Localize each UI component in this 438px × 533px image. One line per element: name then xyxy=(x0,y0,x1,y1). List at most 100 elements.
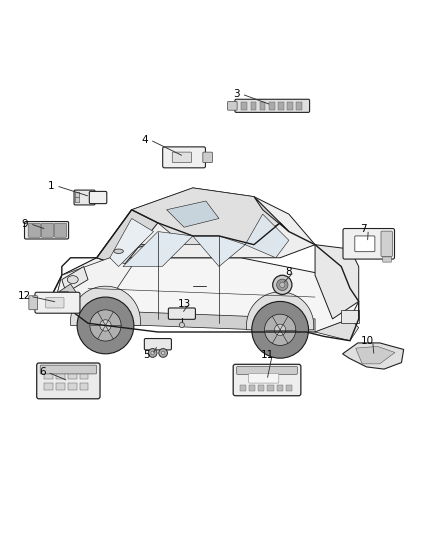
FancyBboxPatch shape xyxy=(383,257,392,262)
Bar xyxy=(251,102,256,110)
Text: 1: 1 xyxy=(48,181,54,191)
Circle shape xyxy=(252,302,308,358)
Text: 9: 9 xyxy=(21,219,28,229)
Circle shape xyxy=(159,349,167,357)
Bar xyxy=(286,385,292,391)
FancyBboxPatch shape xyxy=(29,296,38,310)
Polygon shape xyxy=(247,292,314,330)
Polygon shape xyxy=(110,219,153,266)
Bar xyxy=(278,102,284,110)
Circle shape xyxy=(265,314,296,345)
Text: 8: 8 xyxy=(286,266,292,277)
Circle shape xyxy=(161,351,165,354)
Polygon shape xyxy=(245,214,289,258)
Bar xyxy=(56,383,65,391)
Bar xyxy=(44,383,53,391)
Bar xyxy=(260,102,265,110)
FancyBboxPatch shape xyxy=(381,231,392,256)
Polygon shape xyxy=(166,201,219,227)
Bar xyxy=(268,385,274,391)
Bar xyxy=(258,385,265,391)
Text: 3: 3 xyxy=(233,89,240,99)
Polygon shape xyxy=(343,343,404,369)
Text: 7: 7 xyxy=(360,224,367,235)
FancyBboxPatch shape xyxy=(355,236,375,252)
Polygon shape xyxy=(53,258,359,332)
Polygon shape xyxy=(57,275,88,310)
FancyBboxPatch shape xyxy=(227,101,237,110)
FancyBboxPatch shape xyxy=(74,190,95,205)
Text: 11: 11 xyxy=(261,350,274,360)
Circle shape xyxy=(273,275,292,294)
Text: 12: 12 xyxy=(18,291,32,301)
Polygon shape xyxy=(123,231,193,266)
Polygon shape xyxy=(57,284,79,306)
Text: 4: 4 xyxy=(141,135,148,145)
Bar xyxy=(249,385,255,391)
Bar xyxy=(44,372,53,379)
FancyBboxPatch shape xyxy=(237,367,297,374)
Bar xyxy=(277,385,283,391)
FancyBboxPatch shape xyxy=(145,338,171,350)
Circle shape xyxy=(77,297,134,354)
Bar xyxy=(287,102,293,110)
FancyBboxPatch shape xyxy=(203,152,212,163)
Bar xyxy=(68,372,77,379)
FancyBboxPatch shape xyxy=(28,223,40,237)
Bar xyxy=(80,372,88,379)
FancyBboxPatch shape xyxy=(162,147,205,168)
Polygon shape xyxy=(88,310,315,332)
Bar xyxy=(80,383,88,391)
Circle shape xyxy=(148,349,157,357)
FancyBboxPatch shape xyxy=(343,229,395,259)
Polygon shape xyxy=(62,266,88,293)
Circle shape xyxy=(280,282,285,287)
FancyBboxPatch shape xyxy=(35,292,80,313)
Polygon shape xyxy=(356,346,395,364)
FancyBboxPatch shape xyxy=(54,223,67,237)
Circle shape xyxy=(275,324,286,335)
Polygon shape xyxy=(97,245,149,266)
Circle shape xyxy=(100,320,111,331)
Text: 13: 13 xyxy=(177,298,191,309)
Polygon shape xyxy=(254,197,289,231)
Polygon shape xyxy=(71,286,141,326)
Text: 5: 5 xyxy=(144,350,150,360)
FancyBboxPatch shape xyxy=(233,364,301,395)
Circle shape xyxy=(151,351,154,354)
Bar xyxy=(240,385,246,391)
FancyBboxPatch shape xyxy=(75,198,80,203)
Polygon shape xyxy=(132,188,280,245)
FancyBboxPatch shape xyxy=(25,222,69,239)
Ellipse shape xyxy=(67,276,78,284)
Bar xyxy=(269,102,275,110)
Polygon shape xyxy=(57,258,132,310)
Polygon shape xyxy=(193,236,245,266)
FancyBboxPatch shape xyxy=(41,223,53,237)
FancyBboxPatch shape xyxy=(172,152,191,163)
Bar xyxy=(241,102,247,110)
Polygon shape xyxy=(315,245,359,319)
Polygon shape xyxy=(97,188,315,258)
FancyBboxPatch shape xyxy=(46,297,64,308)
Circle shape xyxy=(179,322,184,328)
FancyBboxPatch shape xyxy=(249,374,279,383)
Text: 10: 10 xyxy=(361,336,374,346)
Text: 6: 6 xyxy=(39,367,46,377)
FancyBboxPatch shape xyxy=(75,192,80,198)
Polygon shape xyxy=(62,258,123,293)
Circle shape xyxy=(90,310,121,341)
FancyBboxPatch shape xyxy=(40,365,96,374)
FancyBboxPatch shape xyxy=(235,99,310,112)
Bar xyxy=(56,372,65,379)
FancyBboxPatch shape xyxy=(37,363,100,399)
Polygon shape xyxy=(97,210,158,266)
Polygon shape xyxy=(315,319,359,341)
Bar xyxy=(68,383,77,391)
Ellipse shape xyxy=(114,249,124,253)
Bar xyxy=(297,102,302,110)
FancyBboxPatch shape xyxy=(168,308,195,319)
Polygon shape xyxy=(341,310,359,323)
FancyBboxPatch shape xyxy=(89,191,107,204)
Circle shape xyxy=(277,279,288,290)
